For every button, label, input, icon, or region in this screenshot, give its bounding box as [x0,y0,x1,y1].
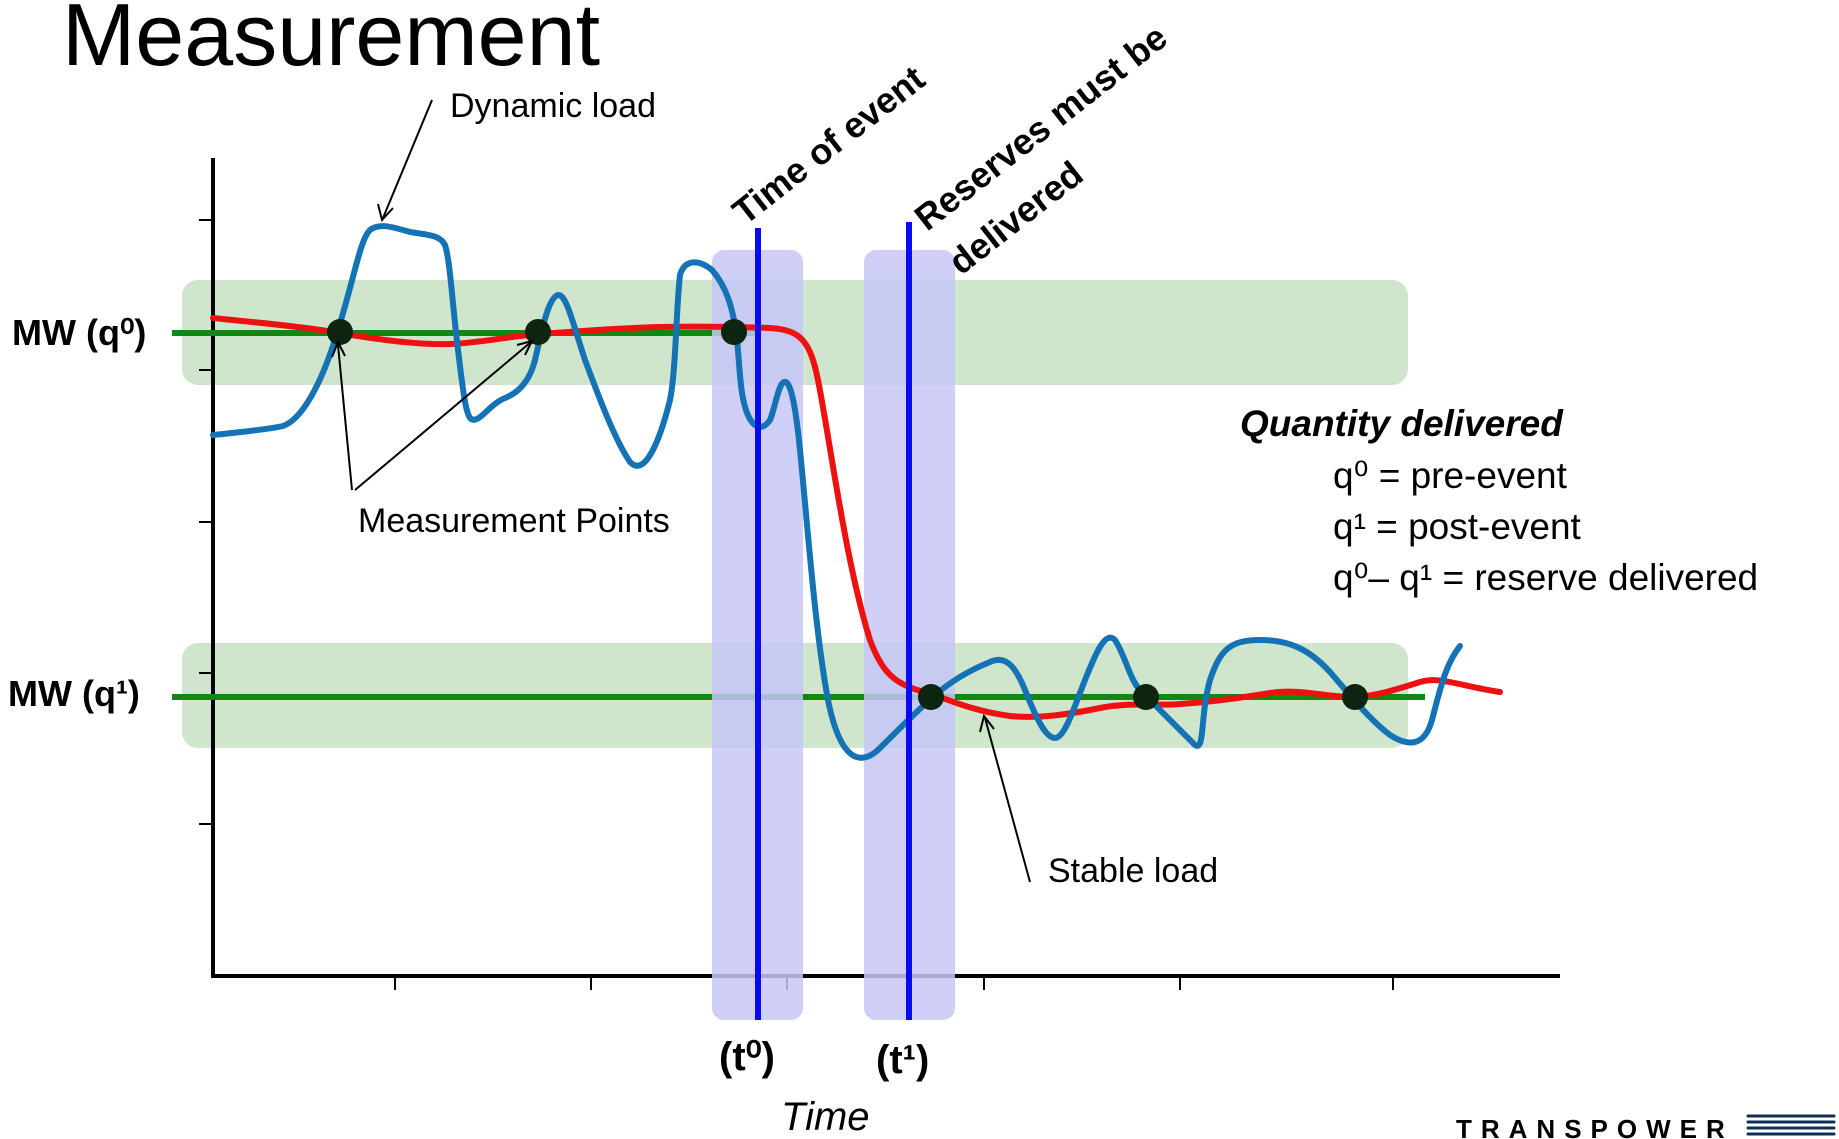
legend-heading: Quantity delivered [1240,403,1564,444]
measurement-points-label: Measurement Points [358,502,670,540]
annotation-arrows [331,99,1031,883]
logo-wave-icon [1746,1114,1836,1136]
measurement-point [721,319,747,345]
t0-label: (t⁰) [719,1035,775,1079]
measurement-point [327,319,353,345]
t1-label: (t¹) [876,1038,929,1082]
stable-load-curve [210,315,1503,720]
measurement-point [918,684,944,710]
measurement-point [1133,684,1159,710]
dynamic-load-label: Dynamic load [450,87,656,125]
time-of-event-label: Time of event [725,58,933,233]
x-axis-label: Time [781,1095,870,1139]
logo-text: TRANSPOWER [1456,1114,1734,1139]
legend-line-delivered: q⁰– q¹ = reserve delivered [1333,557,1758,598]
transpower-logo: TRANSPOWER [1456,1114,1836,1139]
stable-load-label: Stable load [1048,852,1218,890]
measurement-points [327,319,1368,710]
legend-line-q0: q⁰ = pre-event [1333,455,1568,496]
measurement-point [1342,684,1368,710]
q0-level-label: MW (q⁰) [12,312,146,353]
measurement-point [525,319,551,345]
dynamic-load-curve [210,223,1463,761]
page-title: Measurement [62,0,600,84]
legend-line-q1: q¹ = post-event [1333,506,1582,547]
q1-level-label: MW (q¹) [8,673,140,714]
